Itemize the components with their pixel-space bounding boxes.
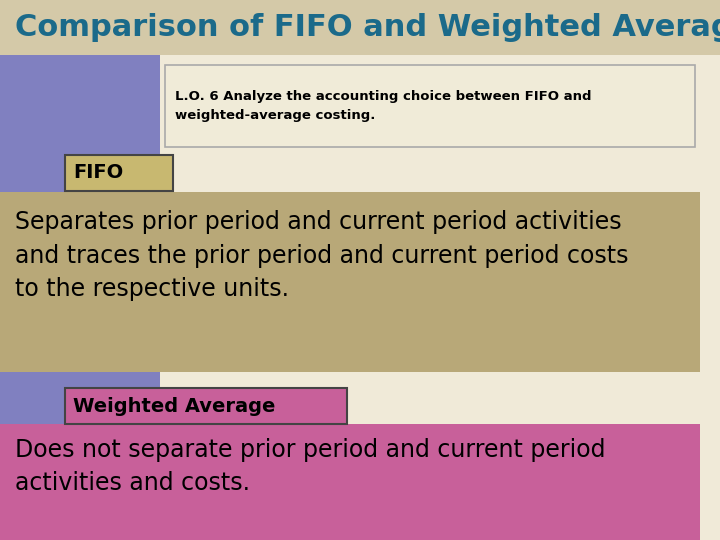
Bar xyxy=(65,155,173,191)
Text: FIFO: FIFO xyxy=(73,164,123,183)
Text: L.O. 6 Analyze the accounting choice between FIFO and
weighted-average costing.: L.O. 6 Analyze the accounting choice bet… xyxy=(175,90,592,122)
Bar xyxy=(165,65,695,147)
Text: Weighted Average: Weighted Average xyxy=(73,396,275,415)
Bar xyxy=(0,0,720,55)
Bar xyxy=(65,388,347,424)
Bar xyxy=(0,424,700,540)
Bar xyxy=(0,192,700,372)
Text: Separates prior period and current period activities
and traces the prior period: Separates prior period and current perio… xyxy=(15,210,629,301)
Bar xyxy=(0,55,160,540)
Text: Comparison of FIFO and Weighted Average: Comparison of FIFO and Weighted Average xyxy=(15,13,720,42)
Text: Does not separate prior period and current period
activities and costs.: Does not separate prior period and curre… xyxy=(15,438,606,496)
